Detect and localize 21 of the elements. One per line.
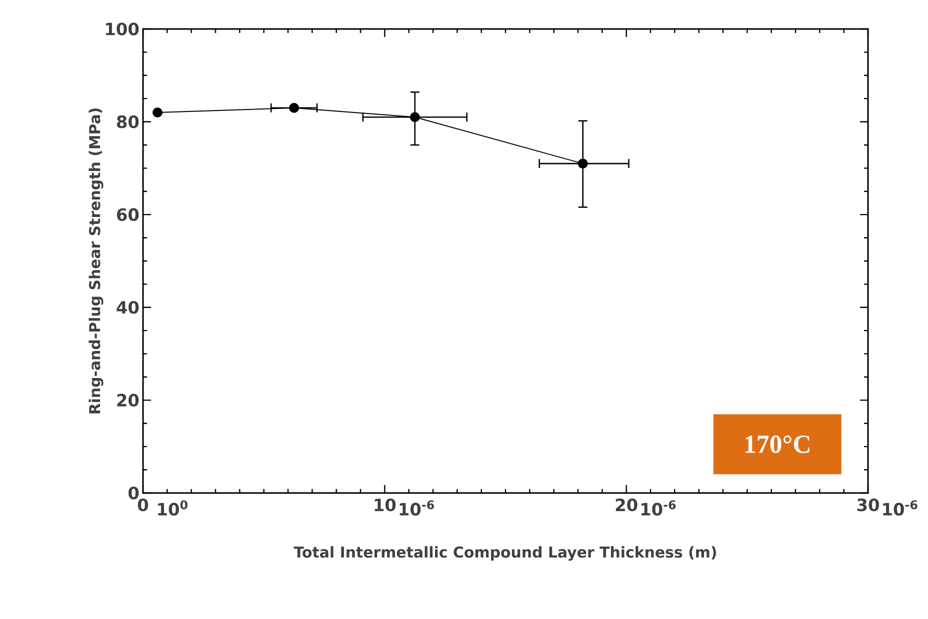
y-tick-label: 0 xyxy=(128,486,139,500)
y-axis-title: Ring-and-Plug Shear Strength (MPa) xyxy=(88,108,104,414)
point xyxy=(410,112,420,122)
x-tick-label: 30 xyxy=(857,498,879,512)
y-tick-label: 60 xyxy=(116,208,139,221)
x-tick-label: 10 xyxy=(374,498,396,512)
text: 10$^{-6}$ xyxy=(400,500,434,516)
point xyxy=(578,158,588,169)
y-tick-label: 20 xyxy=(117,394,139,407)
point xyxy=(152,108,162,118)
text: 10$^{-6}$ xyxy=(641,500,676,516)
y-tick-label: 80 xyxy=(116,115,139,128)
y-tick-label: 40 xyxy=(116,300,139,314)
point xyxy=(289,102,300,113)
text: 10$^{-6}$ xyxy=(883,500,918,516)
x-axis-title: Total Intermetallic Compound Layer Thickness (m) xyxy=(294,546,716,561)
x-tick-label: 0 xyxy=(138,498,148,512)
x-tick-label: 20 xyxy=(616,498,638,512)
annotation: 170°C xyxy=(746,436,810,454)
text: 10$^{0}$ xyxy=(158,500,188,516)
y-tick-label: 100 xyxy=(106,22,139,36)
